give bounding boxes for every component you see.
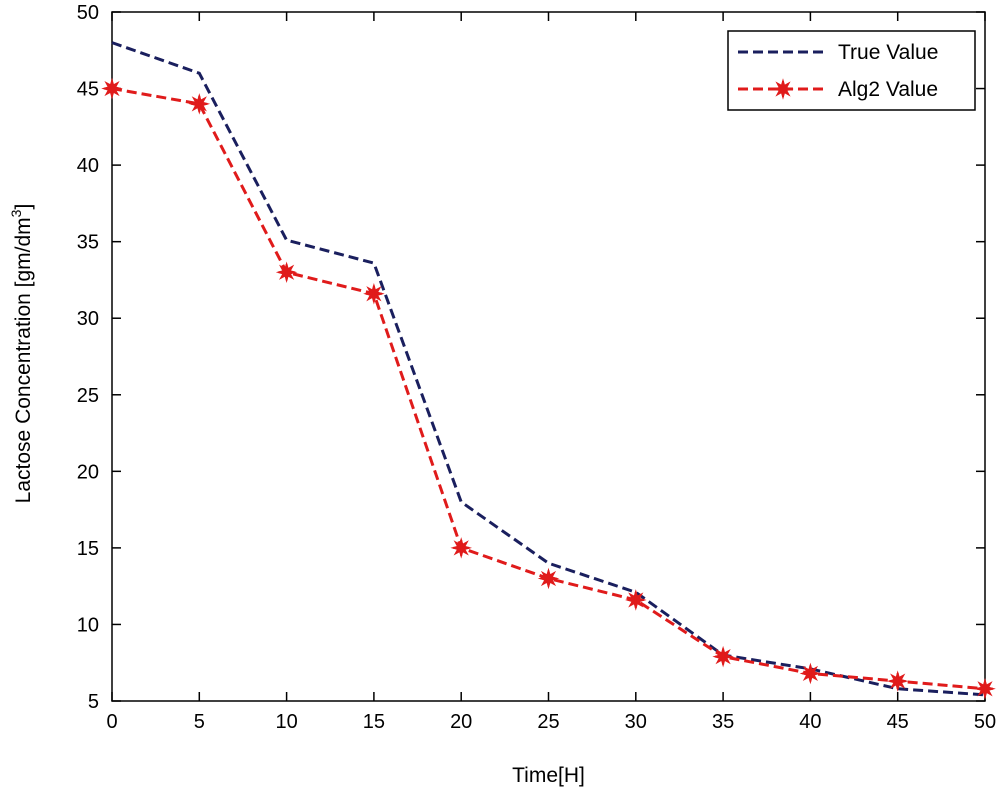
y-tick-label: 5 [88, 691, 99, 713]
data-point [275, 261, 298, 284]
x-tick-label: 30 [625, 711, 647, 733]
y-tick-label: 40 [77, 155, 99, 177]
y-tick-label: 10 [77, 614, 99, 636]
data-point [450, 537, 472, 559]
y-tick-label: 45 [77, 79, 99, 101]
y-axis-label: Lactose Concentration [gm/dm3] [8, 204, 35, 504]
series-alg2-value [101, 77, 996, 700]
legend-box [727, 30, 976, 111]
series-layer [101, 41, 996, 700]
x-tick-label: 5 [194, 711, 205, 733]
series-true-value [111, 41, 986, 697]
x-tick-label: 20 [450, 711, 472, 733]
legend-label: Alg2 Value [838, 78, 938, 101]
x-axis: 0 5 10 15 20 25 30 35 40 45 50 [106, 12, 996, 733]
y-axis-label-main: Lactose Concentration [gm/dm [12, 217, 35, 503]
x-tick-label: 15 [363, 711, 385, 733]
x-axis-label: Time[H] [512, 764, 585, 787]
x-tick-label: 10 [275, 711, 297, 733]
x-tick-label: 25 [537, 711, 559, 733]
x-tick-label: 50 [974, 711, 996, 733]
data-point [886, 670, 909, 692]
data-point [101, 77, 123, 100]
y-tick-label: 25 [77, 385, 99, 407]
y-tick-label: 50 [77, 2, 99, 24]
data-point [363, 282, 385, 305]
x-tick-label: 40 [799, 711, 821, 733]
legend-label: True Value [838, 41, 938, 64]
y-axis-label-superscript: 3 [8, 209, 24, 217]
x-tick-label: 0 [106, 711, 117, 733]
legend-item: Alg2 Value [738, 78, 938, 101]
y-axis: 5 10 15 20 25 30 35 40 45 50 [77, 2, 985, 713]
x-tick-label: 35 [712, 711, 734, 733]
data-point [772, 78, 794, 100]
y-tick-label: 15 [77, 538, 99, 560]
x-tick-label: 45 [887, 711, 909, 733]
y-tick-label: 20 [77, 461, 99, 483]
data-point [188, 93, 211, 115]
data-point [537, 567, 560, 590]
data-point [799, 662, 822, 685]
data-point [974, 677, 996, 700]
y-axis-label-suffix: ] [12, 204, 35, 210]
series-line [111, 41, 986, 697]
legend-item: True Value [738, 41, 938, 64]
legend: True Value Alg2 Value [727, 30, 976, 111]
data-point [712, 645, 734, 668]
y-tick-label: 30 [77, 308, 99, 330]
y-tick-label: 35 [77, 232, 99, 254]
data-point [625, 589, 647, 611]
